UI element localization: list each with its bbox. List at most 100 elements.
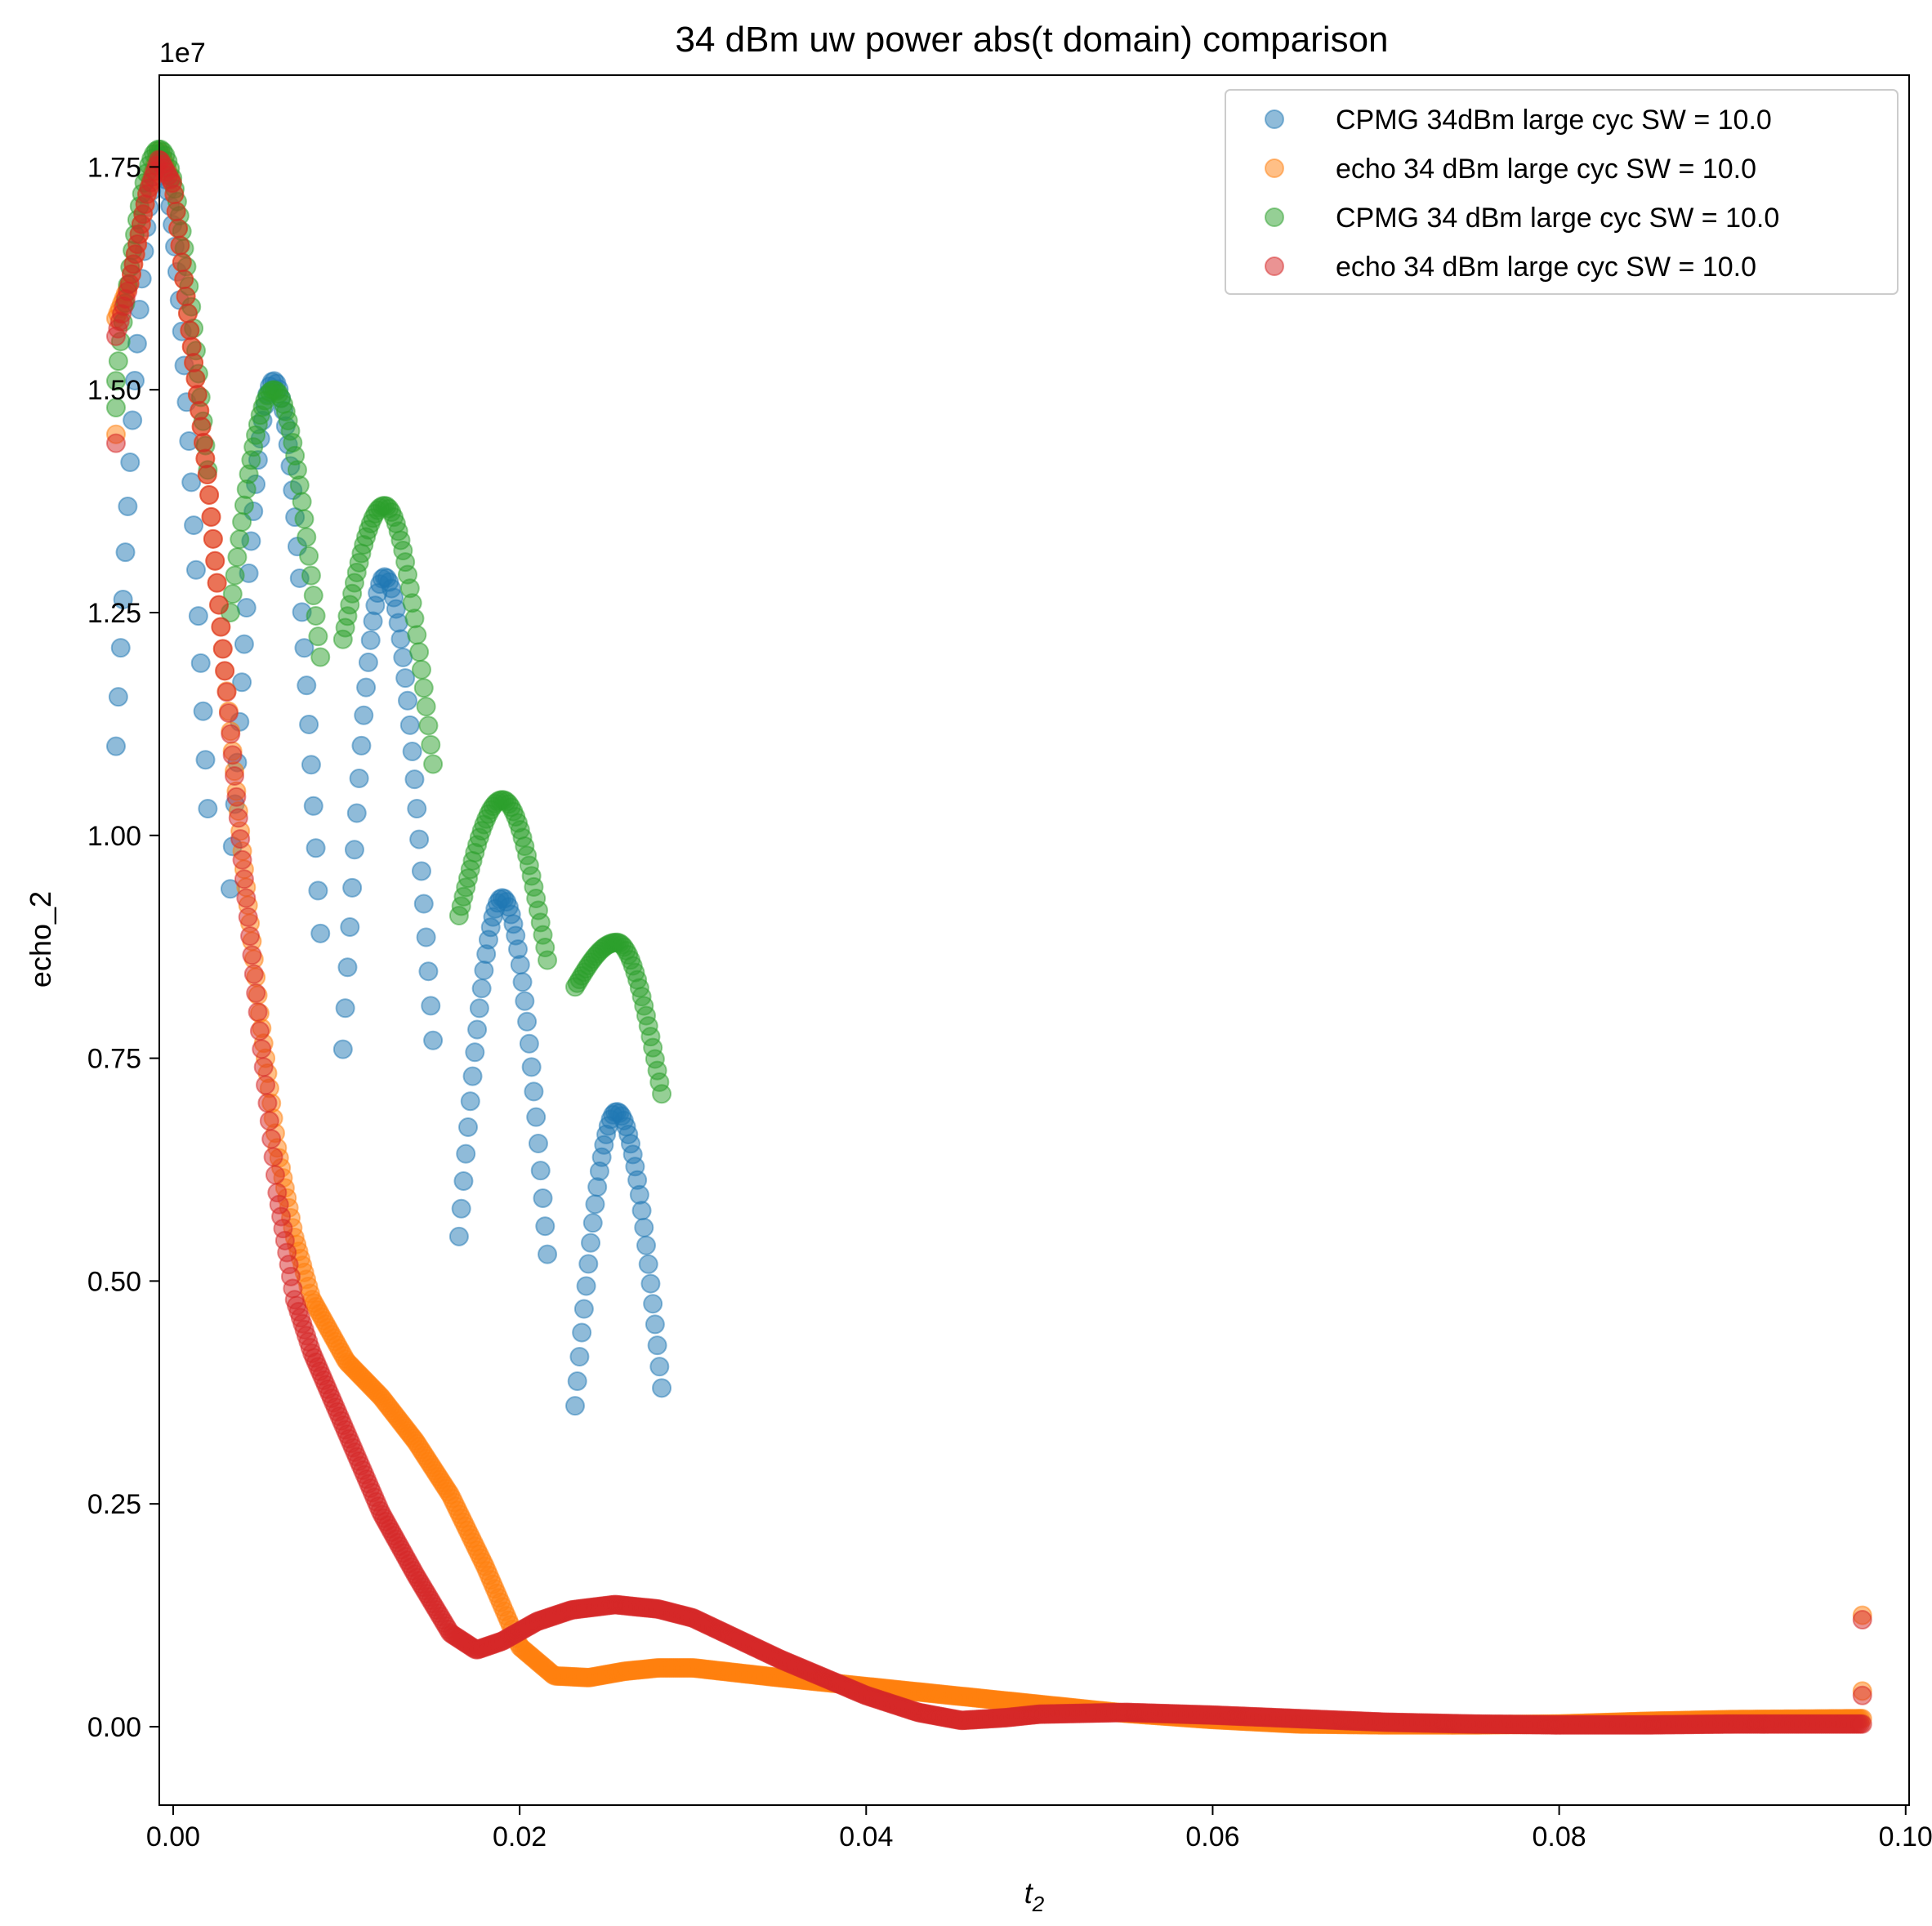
series-3-point	[1852, 1714, 1872, 1734]
series-0-point	[108, 687, 128, 707]
series-0-point	[195, 750, 216, 770]
series-2-point	[289, 475, 310, 496]
series-3-point	[263, 1147, 283, 1167]
series-3-point	[232, 849, 252, 870]
series-0-point	[342, 877, 363, 898]
series-0-point	[526, 1107, 547, 1127]
series-3-point	[193, 432, 213, 453]
series-0-point	[535, 1216, 556, 1237]
series-0-point	[517, 1011, 538, 1032]
series-3-point	[265, 1165, 285, 1185]
legend-entry: echo 34 dBm large cyc SW = 10.0	[1336, 252, 1756, 283]
series-0-point	[451, 1198, 471, 1219]
series-3-point	[240, 926, 261, 947]
series-2-point	[404, 609, 425, 629]
series-3-point	[259, 1111, 279, 1131]
series-3-point	[176, 286, 196, 306]
series-0-point	[299, 714, 319, 734]
series-0-point	[462, 1066, 483, 1086]
series-0-point	[360, 630, 381, 650]
series-0-point	[521, 1057, 542, 1077]
y-tick-label: 0.75	[87, 1044, 141, 1075]
series-0-point	[308, 881, 328, 901]
series-0-point	[404, 769, 425, 790]
series-3-point	[253, 1057, 274, 1077]
series-0-point	[510, 955, 530, 975]
series-0-point	[643, 1294, 663, 1314]
x-tick-label: 0.00	[146, 1821, 200, 1852]
series-3-point	[211, 617, 231, 637]
legend-entry: echo 34 dBm large cyc SW = 10.0	[1336, 154, 1756, 185]
series-0-point	[395, 668, 416, 689]
series-3-point	[205, 551, 225, 571]
y-tick-label: 1.25	[87, 598, 141, 629]
series-0-point	[519, 1033, 539, 1054]
series-0-point	[232, 672, 252, 693]
series-0-point	[474, 961, 494, 981]
series-0-point	[647, 1335, 667, 1356]
series-2-point	[108, 351, 128, 372]
y-tick-label: 0.25	[87, 1489, 141, 1520]
series-0-point	[113, 589, 133, 609]
legend-box	[1225, 89, 1899, 295]
series-0-point	[645, 1314, 665, 1335]
series-3-point	[203, 528, 223, 549]
y-axis-ticks: 0.00 0.25 0.50 0.75 1.00 1.25 1.50 1.75	[87, 152, 159, 1743]
series-0-point	[125, 370, 145, 390]
series-2-point	[308, 626, 328, 647]
series-3-point	[184, 353, 204, 373]
series-3-point	[199, 484, 220, 505]
series-0-point	[335, 998, 355, 1019]
series-3-point	[249, 1021, 270, 1041]
series-0-point	[115, 542, 136, 563]
series-0-point	[585, 1194, 605, 1215]
series-3-point	[261, 1129, 282, 1149]
series-3-point	[207, 573, 227, 593]
legend-entry: CPMG 34 dBm large cyc SW = 10.0	[1336, 203, 1779, 234]
series-3-point	[1852, 1685, 1872, 1705]
series-3-point	[230, 829, 251, 849]
series-0-point	[423, 1030, 444, 1050]
series-3-point	[218, 702, 239, 723]
series-2-point	[105, 398, 126, 418]
series-3-point	[246, 983, 266, 1003]
series-0-point	[456, 1144, 476, 1164]
series-0-point	[354, 705, 374, 725]
series-0-point	[402, 741, 422, 761]
series-0-point	[578, 1254, 599, 1274]
series-2-point	[421, 734, 441, 755]
series-0-point	[198, 799, 218, 819]
series-0-point	[306, 838, 326, 858]
series-0-point	[411, 861, 431, 881]
series-2-point	[105, 371, 126, 391]
series-0-point	[413, 894, 434, 914]
series-0-point	[190, 653, 211, 673]
series-3-point	[242, 945, 262, 965]
series-0-point	[356, 677, 377, 698]
y-tick-label: 0.50	[87, 1266, 141, 1297]
series-0-point	[634, 1217, 654, 1237]
series-2-point	[227, 547, 248, 568]
y-tick-label: 1.75	[87, 152, 141, 183]
series-0-point	[567, 1371, 587, 1391]
series-0-point	[564, 1396, 585, 1416]
series-2-point	[303, 586, 323, 606]
series-3-point	[248, 1002, 268, 1023]
series-0-point	[344, 840, 364, 860]
series-2-point	[310, 647, 331, 667]
series-2-point	[413, 678, 434, 698]
series-2-point	[225, 565, 245, 586]
series-0-point	[573, 1299, 594, 1319]
series-0-point	[409, 829, 430, 849]
series-0-point	[530, 1161, 551, 1181]
series-0-point	[234, 634, 254, 654]
series-2-point	[292, 492, 312, 512]
y-tick-label: 1.00	[87, 821, 141, 852]
y-axis-label: echo_2	[24, 891, 57, 988]
series-0-point	[512, 972, 533, 992]
series-3-point	[164, 185, 185, 205]
series-2-point	[234, 495, 254, 515]
series-3-point	[236, 888, 257, 908]
